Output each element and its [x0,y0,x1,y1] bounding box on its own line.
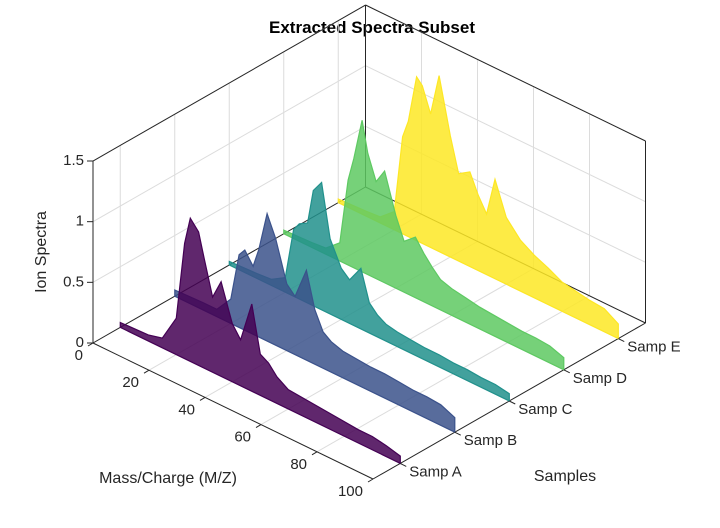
back-wall-gridline [365,65,646,203]
y-tick-label: Samp D [573,370,627,387]
z-tick-label: 0 [76,334,84,351]
series-ribbon-samp-e [337,75,619,340]
z-axis-label: Ion Spectra [33,211,50,293]
x-tick-mark [143,369,150,374]
x-tick-label: 20 [122,374,139,391]
x-axis-label: Mass/Charge (M/Z) [99,470,237,487]
series-ribbon-samp-b [174,211,456,434]
left-wall-gridline [92,65,366,223]
y-tick-label: Samp B [464,432,517,449]
box-edge [365,4,646,142]
x-axis-line [92,342,374,480]
series-ribbon-samp-c [228,181,510,402]
y-tick-label: Samp A [409,463,462,480]
y-tick-mark [400,462,407,467]
left-wall-gridline [92,125,366,283]
y-tick-label: Samp E [627,339,680,356]
x-tick-label: 0 [75,347,83,364]
y-tick-mark [563,369,570,374]
y-tick-mark [454,431,461,436]
chart-title: Extracted Spectra Subset [269,18,475,37]
y-tick-mark [509,400,516,405]
y-tick-label: Samp C [518,401,572,418]
box-edge [92,4,366,162]
x-tick-label: 80 [290,456,307,473]
x-tick-mark [367,478,374,483]
z-tick-labels: 0 0.5 1 1.5 [63,152,93,351]
x-tick-mark [199,396,206,401]
series-layer [119,75,619,465]
series-ribbon-samp-a [119,216,401,465]
x-tick-label: 100 [338,483,363,500]
x-tick-mark [255,424,262,429]
z-tick-label: 0.5 [63,273,84,290]
x-tick-label: 60 [234,429,251,446]
y-axis-label: Samples [534,468,596,485]
y-tick-mark [618,338,625,343]
series-ribbon-samp-d [283,120,565,371]
z-tick-label: 1.5 [63,152,84,169]
x-tick-mark [311,451,318,456]
x-tick-label: 40 [178,401,195,418]
x-tick-labels: 0 20 40 60 80 100 [75,342,374,500]
z-tick-label: 1 [76,213,84,230]
